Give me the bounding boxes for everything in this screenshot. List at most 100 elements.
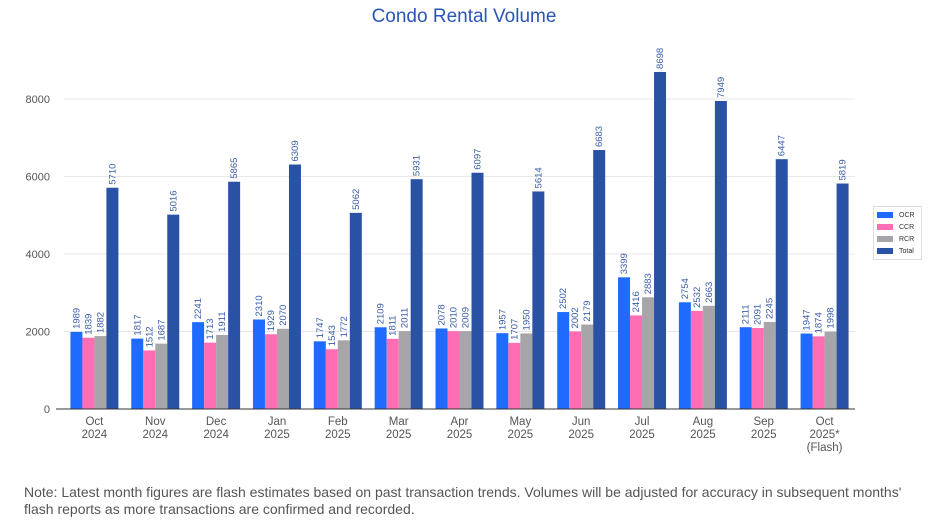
legend-label: RCR [899, 235, 915, 243]
data-label: 2009 [461, 307, 472, 328]
x-tick-label: 2025 [386, 429, 412, 441]
data-label: 2502 [558, 288, 569, 309]
data-label: 1957 [497, 309, 508, 330]
bar-total [836, 183, 849, 409]
legend-item-ccr[interactable]: CCR [874, 221, 921, 233]
legend-swatch [877, 224, 893, 230]
bar-ccr [447, 331, 460, 409]
x-tick-label: 2024 [203, 429, 229, 441]
bar-total [228, 181, 241, 409]
data-label: 1929 [266, 310, 277, 331]
x-tick-label: 2025 [629, 429, 655, 441]
x-tick-label: 2025 [508, 429, 534, 441]
data-label: 2179 [582, 300, 593, 321]
bar-rcr [763, 322, 776, 409]
bar-ocr [678, 302, 691, 409]
legend: OCR CCR RCR Total [873, 206, 922, 260]
bar-ccr [751, 327, 764, 409]
x-tick-label: 2024 [82, 429, 108, 441]
data-label: 1811 [388, 315, 399, 335]
data-label: 5819 [838, 159, 849, 180]
data-label: 2010 [449, 307, 460, 328]
bar-ocr [800, 333, 813, 409]
bar-total [167, 214, 180, 409]
data-label: 2663 [704, 282, 715, 303]
y-tick-label: 2000 [26, 327, 50, 339]
data-label: 1747 [315, 317, 326, 338]
bar-ccr [82, 337, 95, 409]
data-label: 1543 [327, 325, 338, 346]
bar-ccr [630, 315, 643, 409]
data-label: 1713 [205, 318, 216, 339]
footnote: Note: Latest month figures are flash est… [24, 484, 902, 517]
bar-ocr [131, 338, 144, 409]
y-tick-label: 6000 [26, 172, 50, 184]
data-label: 1950 [521, 309, 532, 330]
x-tick-label: Nov [145, 416, 166, 428]
data-label: 1707 [509, 319, 520, 340]
x-tick-label: 2025* [810, 429, 841, 441]
data-label: 6683 [594, 126, 605, 147]
legend-swatch [877, 212, 893, 218]
data-label: 5931 [412, 155, 423, 176]
data-label: 1817 [132, 314, 143, 335]
data-label: 1772 [339, 316, 350, 337]
bar-ocr [435, 328, 448, 409]
bar-rcr [824, 331, 837, 409]
bar-ccr [812, 336, 825, 409]
y-tick-label: 0 [44, 404, 50, 416]
data-label: 1989 [71, 308, 82, 329]
bar-ccr [204, 342, 217, 409]
data-label: 1947 [802, 309, 813, 330]
bar-rcr [94, 336, 107, 409]
legend-label: CCR [899, 223, 915, 231]
data-label: 1874 [814, 312, 825, 333]
x-tick-label: 2025 [447, 429, 473, 441]
bar-ccr [264, 334, 277, 409]
x-tick-label: 2025 [751, 429, 777, 441]
bar-ocr [192, 322, 205, 409]
x-tick-label: Jan [268, 416, 287, 428]
y-tick-label: 4000 [26, 249, 50, 261]
bar-total [775, 159, 788, 409]
bar-rcr [155, 343, 168, 409]
bar-rcr [702, 305, 715, 409]
x-tick-label: 2025 [568, 429, 594, 441]
legend-item-total[interactable]: Total [874, 245, 921, 257]
legend-swatch [877, 236, 893, 242]
legend-item-ocr[interactable]: OCR [874, 209, 921, 221]
bar-ccr [569, 331, 582, 409]
data-label: 6097 [473, 149, 484, 170]
bar-total [593, 150, 606, 409]
bar-ocr [70, 331, 83, 409]
x-tick-label: 2025 [325, 429, 351, 441]
x-tick-label: May [509, 416, 531, 428]
data-label: 2241 [193, 298, 204, 319]
x-tick-label: Mar [389, 416, 409, 428]
x-tick-label: Aug [693, 416, 713, 428]
data-label: 2011 [400, 308, 411, 328]
legend-item-rcr[interactable]: RCR [874, 233, 921, 245]
data-label: 1998 [826, 307, 837, 328]
bar-rcr [216, 334, 229, 409]
bar-rcr [398, 331, 411, 409]
bar-total [714, 100, 727, 409]
bar-ccr [325, 349, 338, 409]
data-label: 1882 [95, 312, 106, 333]
bar-total [532, 191, 545, 409]
data-label: 2310 [254, 295, 265, 316]
x-tick-label: 2025 [264, 429, 290, 441]
bar-ccr [508, 342, 521, 409]
data-label: 1512 [144, 326, 155, 347]
bar-total [288, 164, 301, 409]
x-tick-label: Jul [635, 416, 650, 428]
bar-ccr [386, 338, 399, 409]
bar-ccr [143, 350, 156, 409]
bar-ocr [618, 277, 631, 409]
x-tick-label: 2025 [690, 429, 716, 441]
data-label: 1687 [156, 319, 167, 340]
bar-rcr [459, 331, 472, 409]
legend-label: OCR [899, 211, 915, 219]
data-label: 2754 [680, 278, 691, 299]
